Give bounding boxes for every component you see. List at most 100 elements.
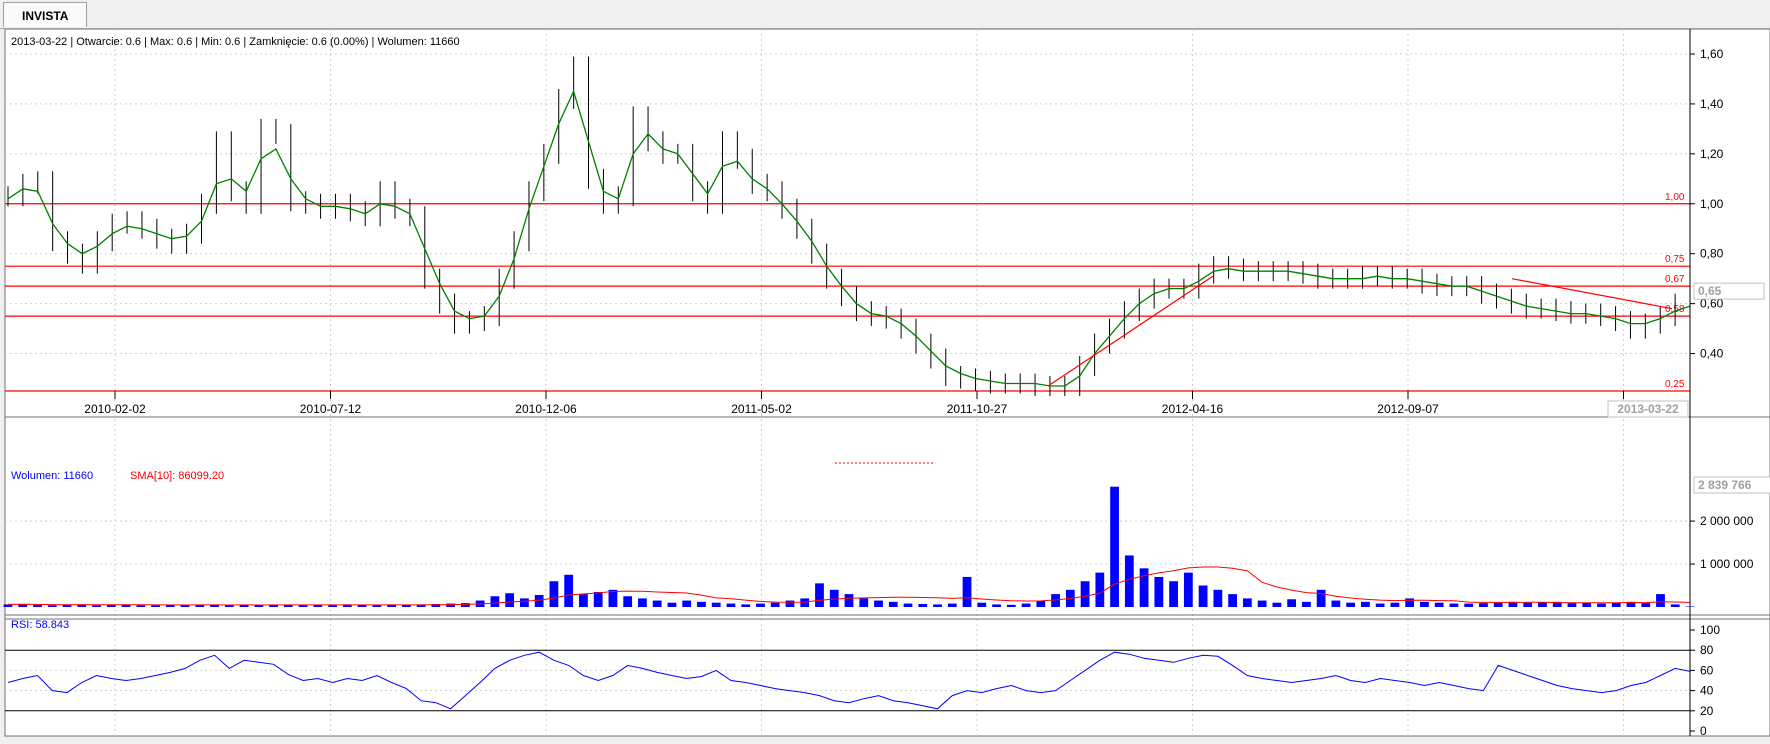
chart-background — [4, 28, 1770, 737]
volume-bar — [579, 594, 588, 607]
volume-bar — [1154, 576, 1164, 607]
volume-bar — [1493, 602, 1503, 607]
volume-bar — [992, 604, 1001, 607]
volume-bar — [239, 604, 249, 607]
volume-bar — [1095, 572, 1105, 607]
volume-bar — [1257, 600, 1267, 607]
volume-bar — [1346, 602, 1356, 607]
volume-sma-label: SMA[10]: 86099.20 — [130, 470, 224, 482]
volume-bar — [1597, 603, 1606, 607]
volume-bar — [92, 605, 101, 607]
volume-bar — [372, 605, 382, 607]
volume-sma-line — [7, 566, 1691, 606]
volume-bar — [1449, 603, 1459, 607]
y-tick-label: 0,60 — [1700, 297, 1724, 311]
volume-bar — [800, 598, 810, 607]
volume-bar — [741, 604, 751, 607]
volume-bar — [888, 601, 898, 607]
volume-bar — [844, 594, 854, 607]
y-tick-label: 1,60 — [1700, 47, 1724, 61]
y-tick-label: 0 — [1700, 724, 1707, 738]
y-tick-label: 1,20 — [1700, 147, 1724, 161]
volume-bar — [711, 602, 721, 607]
y-tick-label: 100 — [1700, 623, 1720, 637]
volume-bar — [608, 589, 618, 607]
x-tick-label: 2010-02-02 — [84, 402, 146, 416]
volume-bar — [1301, 601, 1311, 607]
price-lines — [7, 89, 1691, 387]
volume-bar — [121, 604, 131, 607]
volume-bar — [357, 604, 367, 607]
volume-bar — [697, 601, 706, 607]
volume-bar — [1287, 599, 1297, 607]
volume-bar — [815, 583, 824, 607]
volume-bar — [342, 604, 352, 607]
y-tick-label: 1 000 000 — [1700, 557, 1754, 571]
volume-bar — [1538, 602, 1547, 607]
volume-current-label: 2 839 766 — [1698, 478, 1752, 492]
volume-bar — [33, 604, 42, 607]
volume-bar — [313, 604, 323, 607]
volume-bar — [1375, 603, 1385, 607]
level-label: 1,00 — [1665, 192, 1685, 203]
volume-bar — [77, 604, 87, 607]
volume-bar — [1523, 602, 1533, 607]
x-tick-label: 2011-05-02 — [731, 402, 792, 416]
volume-bar — [1021, 603, 1031, 607]
volume-bar — [1582, 602, 1592, 607]
rsi-line — [7, 651, 1691, 710]
volume-bar — [254, 605, 264, 607]
volume-bar — [1405, 598, 1415, 607]
volume-bar — [1390, 602, 1400, 607]
volume-bar — [1479, 603, 1488, 607]
current-date-box — [1607, 400, 1689, 418]
x-tick-label: 2011-10-27 — [947, 402, 1008, 416]
volume-bar — [947, 603, 957, 607]
volume-bar — [638, 598, 647, 607]
volume-bar — [47, 605, 57, 607]
y-tick-label: 20 — [1700, 704, 1714, 718]
current-value-box — [1693, 282, 1765, 300]
volume-bars — [3, 486, 1695, 607]
x-tick-label: 2012-09-07 — [1377, 402, 1439, 416]
volume-bar — [829, 589, 839, 607]
current-value-label: 0,65 — [1698, 284, 1722, 298]
volume-sma — [7, 566, 1691, 606]
volume-bar — [1051, 594, 1060, 607]
y-tick-label: 2 000 000 — [1700, 514, 1754, 528]
volume-bar — [623, 596, 633, 607]
volume-bar — [180, 605, 190, 607]
trendline-down — [1511, 278, 1673, 310]
volume-bar — [106, 604, 116, 607]
y-tick-label: 1,40 — [1700, 97, 1724, 111]
volume-bar — [62, 604, 72, 607]
volume-bar — [1169, 581, 1178, 607]
volume-bar — [1124, 555, 1134, 607]
volume-bar — [1331, 600, 1341, 607]
x-tick-label: 2012-04-16 — [1162, 402, 1224, 416]
volume-bar — [1139, 568, 1149, 607]
y-tick-label: 60 — [1700, 663, 1714, 677]
volume-bar — [1080, 581, 1090, 607]
volume-bar — [1626, 601, 1636, 607]
volume-bar — [770, 602, 780, 607]
y-tick-label: 0,40 — [1700, 347, 1724, 361]
tab-invista[interactable]: INVISTA — [3, 2, 88, 27]
volume-bar — [1110, 486, 1119, 607]
volume-bar — [652, 600, 662, 607]
volume-bar — [1036, 600, 1046, 607]
volume-bar — [460, 603, 470, 607]
volume-bar — [136, 605, 146, 607]
level-label: 0,75 — [1665, 254, 1685, 265]
trendlines — [835, 275, 1673, 464]
trendline-up — [1047, 275, 1214, 387]
volume-bar — [1508, 601, 1518, 607]
volume-bar — [1006, 604, 1016, 607]
volume-bar — [1670, 604, 1680, 607]
volume-bar — [224, 605, 234, 607]
volume-bar — [416, 604, 426, 607]
volume-bar — [1198, 585, 1208, 607]
volume-bar — [269, 604, 278, 607]
volume-bar — [1420, 601, 1429, 607]
volume-bar — [1567, 603, 1577, 607]
